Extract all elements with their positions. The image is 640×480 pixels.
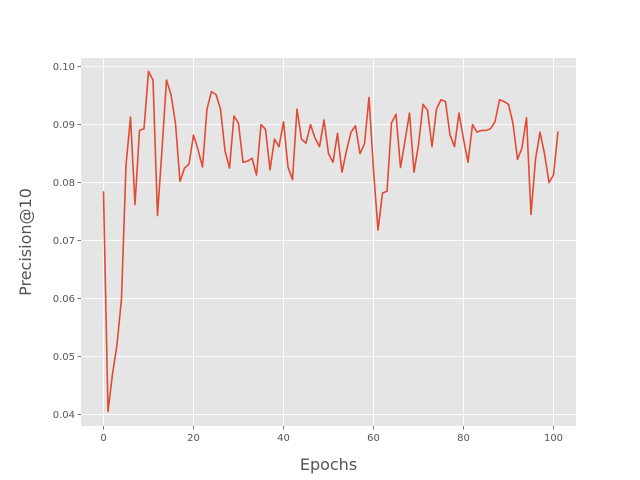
x-tick-label: 40 xyxy=(277,433,290,444)
series-group xyxy=(102,70,559,413)
plot-area xyxy=(81,58,576,426)
x-tick-label: 0 xyxy=(100,433,106,444)
y-tick-label: 0.08 xyxy=(53,178,75,189)
x-tick-label: 80 xyxy=(457,433,470,444)
y-tick-label: 0.04 xyxy=(53,410,75,421)
series-line-0 xyxy=(102,70,559,413)
x-tick-label: 100 xyxy=(544,433,563,444)
y-tick-label: 0.07 xyxy=(53,236,75,247)
x-tick-label: 60 xyxy=(367,433,380,444)
y-tick-label: 0.10 xyxy=(53,62,75,73)
x-axis-label: Epochs xyxy=(300,455,357,474)
y-tick-label: 0.09 xyxy=(53,120,75,131)
y-tick-label: 0.05 xyxy=(53,352,75,363)
x-tick-label: 20 xyxy=(187,433,200,444)
y-tick-label: 0.06 xyxy=(53,294,75,305)
y-axis: 0.04 0.05 0.06 0.07 0.08 0.09 0.10 xyxy=(53,62,81,421)
y-axis-label: Precision@10 xyxy=(16,188,35,296)
x-axis: 0 20 40 60 80 100 xyxy=(100,426,563,444)
